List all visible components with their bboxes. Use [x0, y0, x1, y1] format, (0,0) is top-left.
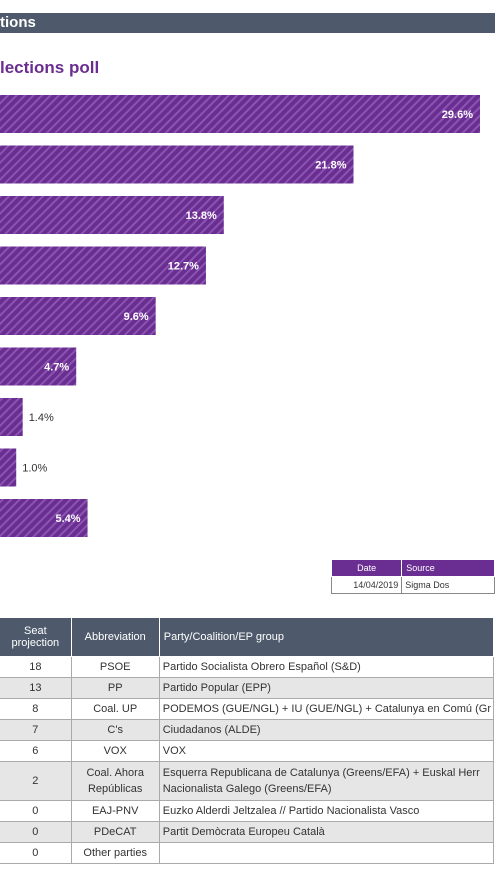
- abbr-header: Abbreviation: [70, 617, 160, 657]
- party-cell: Partit Demòcrata Europeu Català: [158, 821, 495, 843]
- abbr-cell: Coal. UP: [70, 698, 160, 720]
- party-cell: [158, 842, 495, 864]
- bar: [0, 95, 480, 133]
- seats-cell: 6: [0, 740, 72, 762]
- bar-value-label: 9.6%: [124, 311, 149, 323]
- party-header: Party/Coalition/EP group: [158, 617, 495, 657]
- chart-title: lections poll: [0, 58, 100, 77]
- source-table: Date Source 14/04/2019 Sigma Dos: [330, 559, 495, 594]
- seats-cell: 2: [0, 761, 72, 801]
- poll-date: 14/04/2019: [330, 576, 403, 594]
- bar: [0, 297, 156, 335]
- abbr-cell: Other parties: [70, 842, 160, 864]
- table-row: 0 EAJ-PNV Euzko Alderdi Jeltzalea // Par…: [0, 800, 495, 822]
- party-cell: PODEMOS (GUE/NGL) + IU (GUE/NGL) + Catal…: [158, 698, 495, 720]
- poll-source: Sigma Dos: [401, 576, 495, 594]
- bar: [0, 145, 354, 184]
- table-row: 2 Coal. Ahora Repúblicas Esquerra Republ…: [0, 761, 495, 801]
- seats-cell: 7: [0, 719, 72, 741]
- party-cell: Partido Popular (EPP): [158, 677, 495, 699]
- seat-projection-table: Seat projection Abbreviation Party/Coali…: [0, 617, 495, 864]
- table-row: 0 Other parties: [0, 842, 495, 864]
- bar-value-label: 13.8%: [186, 210, 217, 222]
- bar-value-label: 12.7%: [168, 261, 199, 273]
- header-title: tions: [0, 14, 36, 31]
- party-cell: Ciudadanos (ALDE): [158, 719, 495, 741]
- bar-value-label: 1.4%: [29, 412, 54, 424]
- table-row: 13 PP Partido Popular (EPP): [0, 677, 495, 699]
- party-cell: VOX: [158, 740, 495, 762]
- table-row: 18 PSOE Partido Socialista Obrero Españo…: [0, 656, 495, 678]
- date-header: Date: [330, 559, 403, 577]
- bar-value-label: 21.8%: [315, 160, 346, 172]
- abbr-cell: PP: [70, 677, 160, 699]
- bar: [0, 246, 206, 285]
- abbr-cell: EAJ-PNV: [70, 800, 160, 822]
- abbr-cell: Coal. Ahora Repúblicas: [70, 761, 160, 801]
- party-cell: Partido Socialista Obrero Español (S&D): [158, 656, 495, 678]
- abbr-cell: PSOE: [70, 656, 160, 678]
- abbr-cell: PDeCAT: [70, 821, 160, 843]
- table-row: 8 Coal. UP PODEMOS (GUE/NGL) + IU (GUE/N…: [0, 698, 495, 720]
- seats-cell: 0: [0, 842, 72, 864]
- bar: [0, 347, 77, 386]
- seats-cell: 18: [0, 656, 72, 678]
- header-bar: tions: [0, 13, 495, 33]
- party-cell: Esquerra Republicana de Catalunya (Green…: [158, 761, 495, 801]
- seats-cell: 13: [0, 677, 72, 699]
- poll-bar-chart: 29.6% 21.8% 13.8% 12.7% 9.6% 4.7% 1.4% 1.0% 5.4%: [0, 95, 480, 537]
- abbr-cell: VOX: [70, 740, 160, 762]
- bar: [0, 448, 17, 487]
- source-header: Source: [401, 559, 495, 577]
- party-cell: Euzko Alderdi Jeltzalea // Partido Nacio…: [158, 800, 495, 822]
- table-row: 7 C's Ciudadanos (ALDE): [0, 719, 495, 741]
- bar-value-label: 29.6%: [442, 109, 473, 121]
- table-row: 0 PDeCAT Partit Demòcrata Europeu Català: [0, 821, 495, 843]
- seats-cell: 0: [0, 821, 72, 843]
- seats-cell: 0: [0, 800, 72, 822]
- table-row: 6 VOX VOX: [0, 740, 495, 762]
- bar: [0, 398, 23, 436]
- seats-cell: 8: [0, 698, 72, 720]
- bar: [0, 499, 88, 537]
- bar-value-label: 4.7%: [44, 362, 69, 374]
- abbr-cell: C's: [70, 719, 160, 741]
- bar: [0, 196, 224, 234]
- bar-value-label: 5.4%: [55, 513, 80, 525]
- seats-header: Seat projection: [0, 617, 72, 657]
- bar-value-label: 1.0%: [22, 463, 47, 475]
